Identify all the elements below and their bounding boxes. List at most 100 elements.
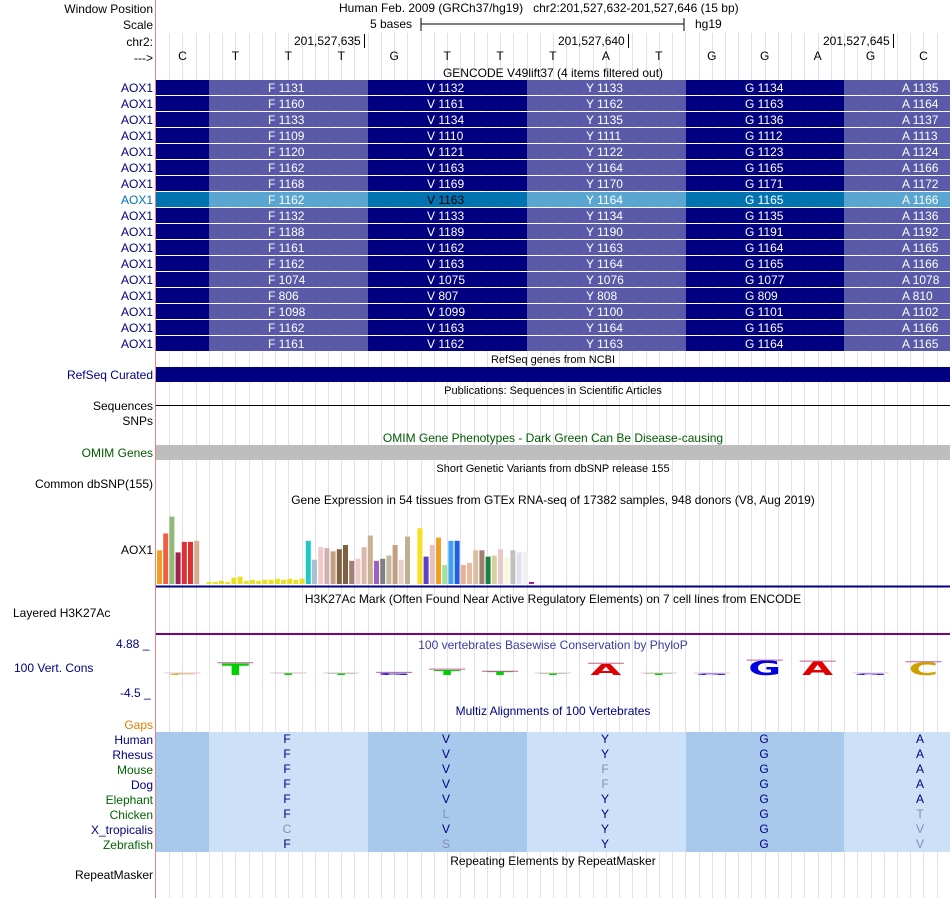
codon-cell[interactable]: F 1132 bbox=[209, 208, 368, 223]
codon-cell[interactable] bbox=[156, 240, 209, 255]
gencode-row-label[interactable]: AOX1 bbox=[120, 273, 153, 287]
alignment-cell[interactable]: Y bbox=[527, 807, 686, 822]
gencode-row-label[interactable]: AOX1 bbox=[120, 225, 153, 239]
gencode-row-label[interactable]: AOX1 bbox=[120, 97, 153, 111]
alignment-cell[interactable]: F bbox=[209, 732, 368, 747]
alignment-cell[interactable]: A bbox=[844, 777, 950, 792]
codon-cell[interactable]: F 1162 bbox=[209, 256, 368, 271]
codon-cell[interactable]: G 1077 bbox=[686, 272, 844, 287]
alignment-cell[interactable]: Y bbox=[527, 747, 686, 762]
alignment-cell[interactable]: G bbox=[686, 747, 844, 762]
dbsnp-label[interactable]: Common dbSNP(155) bbox=[34, 477, 153, 491]
codon-cell[interactable]: G 1165 bbox=[686, 192, 844, 207]
codon-cell[interactable]: F 1133 bbox=[209, 112, 368, 127]
codon-cell[interactable]: V 1162 bbox=[368, 240, 527, 255]
alignment-cell[interactable]: F bbox=[209, 747, 368, 762]
codon-cell[interactable]: A 1192 bbox=[844, 224, 950, 239]
codon-cell[interactable]: Y 808 bbox=[527, 288, 686, 303]
alignment-cell[interactable]: F bbox=[527, 762, 686, 777]
phylop-track-title[interactable]: 100 vertebrates Basewise Conservation by… bbox=[418, 638, 688, 652]
alignment-cell[interactable]: V bbox=[368, 822, 527, 837]
species-label[interactable]: X_tropicalis bbox=[90, 823, 153, 837]
codon-cell[interactable]: A 1166 bbox=[844, 320, 950, 335]
alignment-cell[interactable]: A bbox=[844, 747, 950, 762]
gencode-row-label[interactable]: AOX1 bbox=[120, 81, 153, 95]
codon-cell[interactable] bbox=[156, 208, 209, 223]
gencode-row-label[interactable]: AOX1 bbox=[120, 337, 153, 351]
repeatmasker-label[interactable]: RepeatMasker bbox=[74, 868, 153, 882]
gencode-row-label[interactable]: AOX1 bbox=[120, 209, 153, 223]
alignment-cell[interactable]: Y bbox=[527, 732, 686, 747]
codon-cell[interactable]: A 1166 bbox=[844, 192, 950, 207]
codon-cell[interactable]: G 1165 bbox=[686, 160, 844, 175]
codon-cell[interactable]: V 1099 bbox=[368, 304, 527, 319]
codon-cell[interactable]: G 1134 bbox=[686, 80, 844, 95]
codon-cell[interactable] bbox=[156, 144, 209, 159]
codon-cell[interactable]: G 1164 bbox=[686, 336, 844, 351]
gencode-row-label[interactable]: AOX1 bbox=[120, 241, 153, 255]
codon-cell[interactable]: Y 1190 bbox=[527, 224, 686, 239]
pubs-track-title[interactable]: Publications: Sequences in Scientific Ar… bbox=[444, 385, 662, 397]
multiz-track-title[interactable]: Multiz Alignments of 100 Vertebrates bbox=[455, 704, 651, 718]
codon-cell[interactable] bbox=[156, 192, 209, 207]
species-label[interactable]: Rhesus bbox=[112, 748, 153, 762]
codon-cell[interactable]: Y 1162 bbox=[527, 96, 686, 111]
codon-cell[interactable]: G 1191 bbox=[686, 224, 844, 239]
codon-cell[interactable]: F 1120 bbox=[209, 144, 368, 159]
codon-cell[interactable]: Y 1100 bbox=[527, 304, 686, 319]
codon-cell[interactable]: G 1164 bbox=[686, 240, 844, 255]
gencode-row-label[interactable]: AOX1 bbox=[120, 129, 153, 143]
alignment-cell[interactable]: A bbox=[844, 762, 950, 777]
alignment-cell[interactable] bbox=[156, 807, 209, 822]
codon-cell[interactable]: A 1113 bbox=[844, 128, 950, 143]
codon-cell[interactable] bbox=[156, 112, 209, 127]
codon-cell[interactable]: V 807 bbox=[368, 288, 527, 303]
codon-cell[interactable]: G 1163 bbox=[686, 96, 844, 111]
gencode-row-label[interactable]: AOX1 bbox=[120, 113, 153, 127]
dbsnp-track-title[interactable]: Short Genetic Variants from dbSNP releas… bbox=[436, 463, 670, 475]
gtex-bar-chart[interactable] bbox=[156, 505, 950, 589]
codon-cell[interactable]: F 806 bbox=[209, 288, 368, 303]
codon-cell[interactable]: A 1124 bbox=[844, 144, 950, 159]
alignment-cell[interactable]: C bbox=[209, 822, 368, 837]
codon-cell[interactable]: F 1188 bbox=[209, 224, 368, 239]
alignment-cell[interactable]: F bbox=[209, 762, 368, 777]
alignment-cell[interactable]: V bbox=[368, 747, 527, 762]
alignment-cell[interactable]: L bbox=[368, 807, 527, 822]
codon-cell[interactable]: Y 1163 bbox=[527, 336, 686, 351]
alignment-cell[interactable]: G bbox=[686, 762, 844, 777]
codon-cell[interactable]: A 1172 bbox=[844, 176, 950, 191]
omim-track-title[interactable]: OMIM Gene Phenotypes - Dark Green Can Be… bbox=[382, 431, 724, 445]
codon-cell[interactable]: Y 1164 bbox=[527, 320, 686, 335]
codon-cell[interactable]: A 1135 bbox=[844, 80, 950, 95]
codon-cell[interactable]: Y 1076 bbox=[527, 272, 686, 287]
alignment-cell[interactable] bbox=[156, 777, 209, 792]
codon-cell[interactable]: V 1134 bbox=[368, 112, 527, 127]
codon-cell[interactable]: F 1161 bbox=[209, 336, 368, 351]
codon-cell[interactable]: F 1131 bbox=[209, 80, 368, 95]
codon-cell[interactable]: Y 1111 bbox=[527, 128, 686, 143]
codon-cell[interactable]: V 1189 bbox=[368, 224, 527, 239]
codon-cell[interactable]: A 1137 bbox=[844, 112, 950, 127]
codon-cell[interactable]: G 1165 bbox=[686, 320, 844, 335]
sequences-label[interactable]: Sequences bbox=[92, 399, 153, 413]
codon-cell[interactable]: F 1168 bbox=[209, 176, 368, 191]
codon-cell[interactable]: F 1162 bbox=[209, 160, 368, 175]
gencode-row-label[interactable]: AOX1 bbox=[120, 289, 153, 303]
species-label[interactable]: Elephant bbox=[105, 793, 153, 807]
alignment-cell[interactable] bbox=[156, 822, 209, 837]
gaps-label[interactable]: Gaps bbox=[124, 718, 153, 732]
codon-cell[interactable]: Y 1135 bbox=[527, 112, 686, 127]
codon-cell[interactable]: A 1166 bbox=[844, 160, 950, 175]
h3k27ac-track-title[interactable]: H3K27Ac Mark (Often Found Near Active Re… bbox=[304, 592, 802, 606]
strand-arrow-label[interactable]: ---> bbox=[134, 51, 153, 65]
alignment-cell[interactable]: Y bbox=[527, 837, 686, 852]
codon-cell[interactable]: A 1136 bbox=[844, 208, 950, 223]
codon-cell[interactable]: Y 1164 bbox=[527, 256, 686, 271]
alignment-cell[interactable]: V bbox=[368, 777, 527, 792]
alignment-cell[interactable]: F bbox=[527, 777, 686, 792]
gencode-row-label[interactable]: AOX1 bbox=[120, 193, 153, 207]
codon-cell[interactable] bbox=[156, 128, 209, 143]
codon-cell[interactable]: V 1110 bbox=[368, 128, 527, 143]
